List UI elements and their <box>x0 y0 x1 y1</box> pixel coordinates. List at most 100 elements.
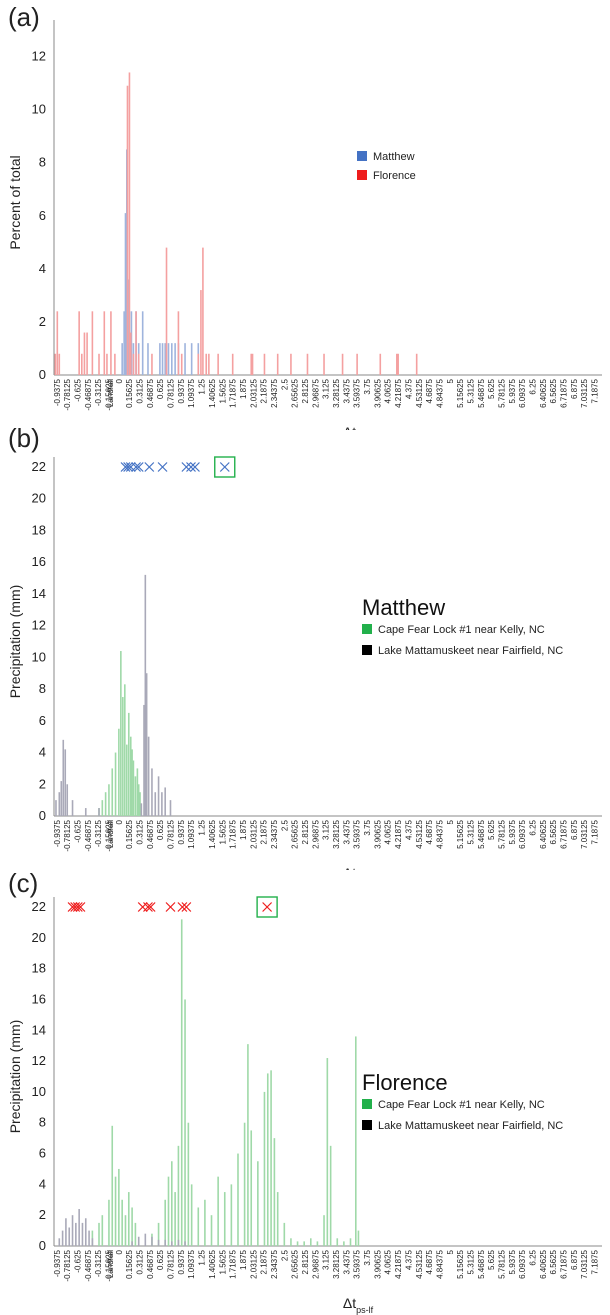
data-bar <box>134 776 137 816</box>
y-tick-label: 8 <box>39 681 46 696</box>
x-tick-label: 4.6875 <box>425 378 434 403</box>
y-tick-label: 6 <box>39 1146 46 1161</box>
y-tick-label: 2 <box>39 776 46 791</box>
x-tick-label: -0.78125 <box>63 1249 72 1281</box>
data-bar <box>83 332 86 375</box>
x-tick-label: 5.9375 <box>508 819 517 844</box>
legend-swatch <box>362 1099 372 1109</box>
data-bar <box>251 353 254 375</box>
x-marker <box>165 902 176 912</box>
x-tick-label: 0.15625 <box>125 378 134 407</box>
x-tick-label: 0 <box>115 1249 124 1254</box>
x-tick-label: 5.9375 <box>508 378 517 403</box>
data-bar <box>147 343 149 375</box>
x-tick-label: 1.25 <box>198 378 207 394</box>
data-bar <box>68 1227 71 1246</box>
x-tick-label: 3.59375 <box>353 1249 362 1278</box>
x-tick-label: 6.09375 <box>518 1249 527 1278</box>
x-marker <box>177 902 188 912</box>
legend-entry: Florence <box>373 170 416 182</box>
data-bar <box>167 343 170 375</box>
x-tick-label: 6.5625 <box>549 1249 558 1274</box>
x-tick-label: 3.4375 <box>342 1249 351 1274</box>
data-bar <box>326 1058 329 1246</box>
x-tick-label: 0.9375 <box>177 378 186 403</box>
data-bar <box>296 1241 299 1246</box>
data-bar <box>137 1236 140 1246</box>
data-bar <box>120 651 122 816</box>
data-bar <box>343 1241 345 1246</box>
legend-entry: Matthew <box>373 151 415 163</box>
data-bar <box>127 1192 130 1246</box>
panel-label-a: (a) <box>8 2 40 32</box>
x-tick-label: 3.28125 <box>332 1249 341 1278</box>
x-tick-label: 5.625 <box>487 378 496 399</box>
data-bar <box>118 728 120 816</box>
data-bar <box>88 1230 90 1246</box>
data-bar <box>64 749 67 816</box>
boxed-marker <box>256 896 278 918</box>
data-bar <box>323 353 325 375</box>
data-bar <box>124 684 126 816</box>
data-bar <box>217 1176 219 1246</box>
y-tick-label: 12 <box>32 618 46 633</box>
data-bar <box>303 1241 305 1246</box>
data-bar <box>118 1168 120 1246</box>
data-bar <box>131 1241 133 1246</box>
data-bar <box>124 1215 127 1246</box>
x-tick-label: 2.65625 <box>291 1249 300 1278</box>
data-bar <box>157 1239 160 1246</box>
x-tick-label: 3.125 <box>322 819 331 840</box>
y-tick-label: 8 <box>39 1115 46 1130</box>
legend-entry: Lake Mattamuskeet near Fairfield, NC <box>378 645 563 657</box>
data-bar <box>157 776 160 816</box>
data-bar <box>354 1036 357 1246</box>
data-bar <box>379 353 382 375</box>
legend-swatch <box>362 1120 372 1130</box>
x-tick-label: 4.375 <box>404 378 413 399</box>
data-bar <box>98 808 100 816</box>
x-tick-label: 4.0625 <box>384 378 393 403</box>
data-bar <box>78 1209 80 1246</box>
x-tick-label: 1.09375 <box>187 1249 196 1278</box>
x-tick-label: 4.0625 <box>384 1249 393 1274</box>
data-bar <box>91 1238 94 1246</box>
x-tick-label: 5 <box>446 378 455 383</box>
data-bar <box>101 800 104 816</box>
x-marker <box>131 462 141 472</box>
data-bar <box>124 213 127 375</box>
x-tick-label: 3.59375 <box>353 378 362 407</box>
x-tick-label: 7.1875 <box>591 819 600 844</box>
chart-panel-b: 0 2 4 6 8 10 12 14 16 18 20 22 Precipitation (mm) -0.… <box>7 456 602 870</box>
x-tick-label: 0.78125 <box>167 1249 176 1278</box>
data-bar <box>309 1238 312 1246</box>
x-tick-label: 0.9375 <box>177 819 186 844</box>
data-bar <box>202 247 204 375</box>
data-bar <box>341 353 344 375</box>
x-tick-label: 2.65625 <box>291 378 300 407</box>
x-tick-label: 6.71875 <box>560 819 569 848</box>
data-bar <box>137 784 140 816</box>
y-tick-label: 0 <box>39 367 46 382</box>
data-bar <box>397 353 399 375</box>
x-tick-label: 5.46875 <box>477 1249 486 1278</box>
storm-title: Florence <box>362 1070 448 1095</box>
data-bar <box>128 72 131 375</box>
x-tick-label: 2.96875 <box>311 1249 320 1278</box>
x-tick-label: 5.46875 <box>477 819 486 848</box>
data-bar <box>126 85 129 375</box>
boxed-marker <box>214 456 236 478</box>
x-tick-label: 1.09375 <box>187 378 196 407</box>
x-tick-label: 2.03125 <box>249 819 258 848</box>
data-bar <box>101 1215 104 1246</box>
data-bar <box>126 744 128 816</box>
x-tick-label: 2.1875 <box>260 1249 269 1274</box>
x-marker <box>190 462 200 472</box>
data-bar <box>349 1238 352 1246</box>
data-bar <box>145 673 148 816</box>
data-bar <box>136 768 139 816</box>
y-tick-label: 16 <box>32 991 46 1006</box>
y-tick-label: 10 <box>32 649 46 664</box>
x-tick-label: 1.5625 <box>218 819 227 844</box>
data-bar <box>151 1236 153 1246</box>
